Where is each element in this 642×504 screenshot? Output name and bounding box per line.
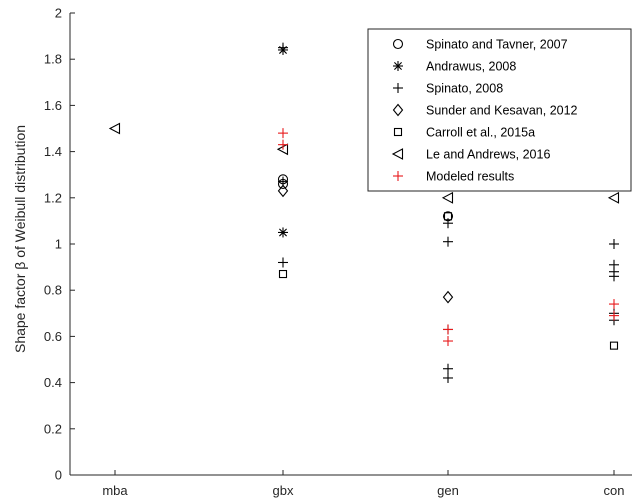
y-tick-label: 1 [55,237,62,252]
y-tick-label: 0.4 [44,375,62,390]
legend-label: Carroll et al., 2015a [426,126,535,140]
data-point [278,257,288,268]
y-tick-label: 0.2 [44,421,62,436]
y-tick-label: 1.2 [44,190,62,205]
data-point [443,212,453,221]
data-point [278,139,288,150]
y-axis-label: Shape factor β of Weibull distribution [12,125,28,353]
x-tick-label: mba [102,483,128,498]
legend-marker [392,38,404,50]
legend: Spinato and Tavner, 2007 Andrawus, 2008 Sp… [367,28,632,192]
legend-marker [393,171,403,181]
y-tick-label: 1.6 [44,98,62,113]
legend-box [367,28,632,192]
legend-marker [393,127,403,137]
data-point [443,363,453,374]
data-point [609,341,619,350]
data-point [443,324,453,335]
data-point [441,191,454,204]
axes: 0 0.2 0.4 0.6 0.8 1 1.2 1.4 1.6 1.8 2 mba gbx gen con [44,6,632,498]
y-tick-label: 0.6 [44,329,62,344]
data-point [442,290,454,304]
legend-label: Modeled results [426,170,514,184]
data-point [278,128,288,139]
y-tick-label: 1.4 [44,144,62,159]
data-point [609,299,619,310]
legend-label: Andrawus, 2008 [426,60,516,74]
legend-label: Le and Andrews, 2016 [426,148,550,162]
data-point [609,310,619,321]
data-point [277,184,289,198]
data-point [609,239,619,249]
legend-label: Sunder and Kesavan, 2012 [426,104,578,118]
legend-label: Spinato, 2008 [426,82,503,96]
data-point [443,372,453,383]
data-marks [108,42,620,383]
x-tick-label: gbx [273,483,294,498]
data-point [108,122,121,135]
x-tick-label: con [604,483,625,498]
data-point [609,271,619,282]
y-tick-label: 2 [55,6,62,21]
data-point [607,191,620,204]
legend-marker [391,148,404,160]
data-point [278,269,288,279]
legend-marker [393,61,403,71]
y-tick-label: 1.8 [44,52,62,67]
x-tick-label: gen [437,483,459,498]
data-point [443,236,453,247]
legend-marker [393,83,403,93]
y-tick-label: 0.8 [44,283,62,298]
data-point [278,227,288,238]
data-point [443,336,453,347]
legend-marker [392,103,404,117]
legend-label: Spinato and Tavner, 2007 [426,38,568,52]
y-tick-label: 0 [55,468,62,483]
data-point [278,42,288,53]
